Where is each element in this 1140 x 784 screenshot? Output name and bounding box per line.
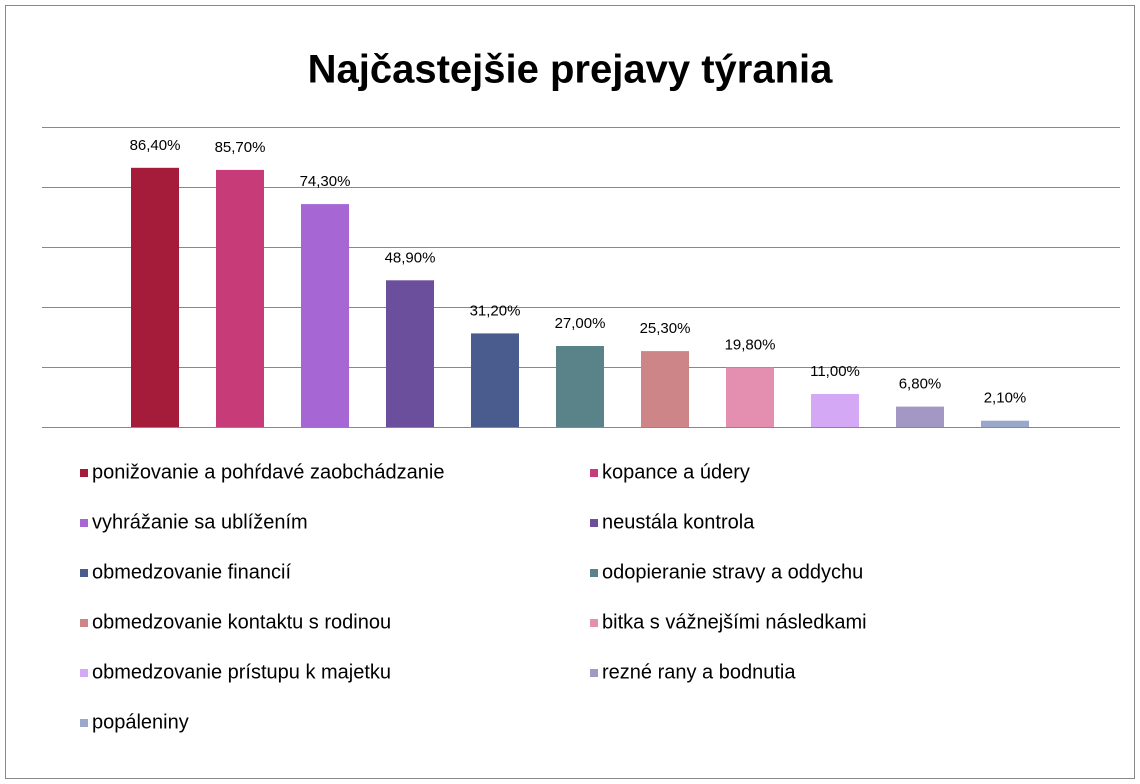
bar xyxy=(556,346,604,427)
legend-label: rezné rany a bodnutia xyxy=(602,661,796,683)
legend-swatch xyxy=(80,469,88,477)
chart-title: Najčastejšie prejavy týrania xyxy=(308,48,834,92)
legend-label: kopance a údery xyxy=(602,461,750,483)
bar xyxy=(726,367,774,427)
data-label: 74,30% xyxy=(300,173,351,190)
legend-label: vyhrážanie sa ublížením xyxy=(92,511,308,533)
bar xyxy=(641,351,689,427)
legend-swatch xyxy=(590,569,598,577)
legend-swatch xyxy=(590,469,598,477)
legend-label: ponižovanie a pohŕdavé zaobchádzanie xyxy=(92,461,445,483)
legend-label: odopieranie stravy a oddychu xyxy=(602,561,863,583)
data-label: 85,70% xyxy=(215,139,266,156)
data-label: 11,00% xyxy=(810,363,860,380)
legend-label: neustála kontrola xyxy=(602,511,755,533)
data-label: 2,10% xyxy=(984,390,1027,407)
legend-swatch xyxy=(80,519,88,527)
legend-swatch xyxy=(590,619,598,627)
bar xyxy=(471,333,519,427)
bar xyxy=(301,204,349,427)
legend-swatch xyxy=(80,719,88,727)
bar xyxy=(896,406,944,427)
bar xyxy=(811,394,859,427)
legend-swatch xyxy=(80,619,88,627)
data-label: 6,80% xyxy=(899,376,942,393)
legend-swatch xyxy=(80,669,88,677)
bar xyxy=(131,167,179,428)
legend-label: bitka s vážnejšími následkami xyxy=(602,611,867,633)
legend-swatch xyxy=(590,669,598,677)
legend-label: popáleniny xyxy=(92,711,189,733)
bar xyxy=(386,280,434,427)
legend-label: obmedzovanie prístupu k majetku xyxy=(92,661,391,683)
data-label: 25,30% xyxy=(640,320,691,337)
bar xyxy=(981,420,1029,427)
bar xyxy=(216,169,264,427)
legend-label: obmedzovanie financií xyxy=(92,561,291,583)
data-label: 19,80% xyxy=(725,337,776,354)
legend-label: obmedzovanie kontaktu s rodinou xyxy=(92,611,391,633)
legend-swatch xyxy=(80,569,88,577)
data-label: 48,90% xyxy=(385,249,436,266)
legend-swatch xyxy=(590,519,598,527)
data-label: 86,40% xyxy=(130,137,181,154)
data-label: 27,00% xyxy=(555,315,606,332)
data-label: 31,20% xyxy=(470,302,521,319)
